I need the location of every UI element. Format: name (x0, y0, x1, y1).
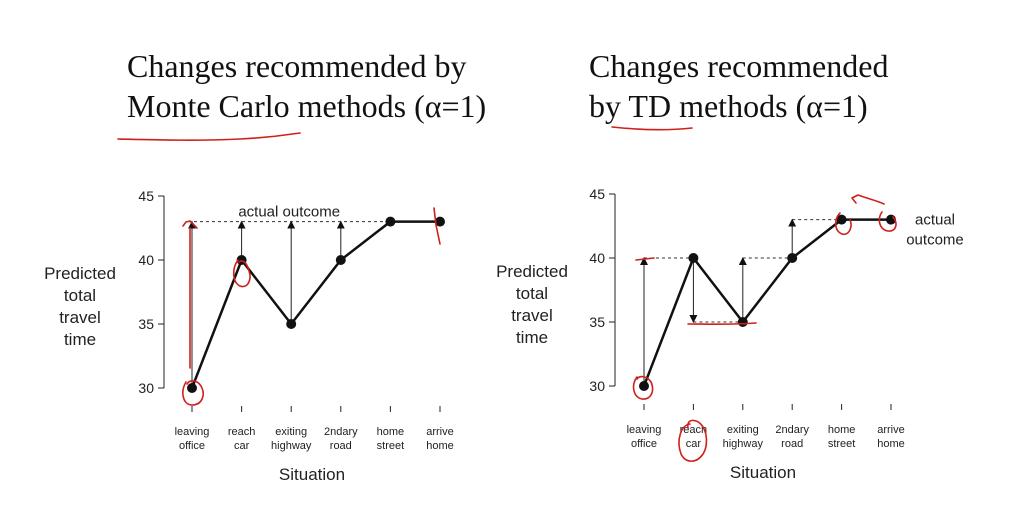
x-axis-label: Situation (279, 465, 345, 484)
x-tick-label: arrive (426, 426, 454, 438)
x-tick-label: road (781, 438, 803, 450)
x-tick-label: exiting (727, 424, 759, 436)
prediction-point (836, 214, 847, 225)
x-tick-label: exiting (275, 426, 307, 438)
x-tick-label: 2ndary (324, 426, 358, 438)
chart-title-td: Changes recommended by TD methods (α=1) (589, 46, 888, 126)
x-tick-label: home (877, 438, 905, 450)
y-tick-label: 30 (589, 378, 605, 394)
prediction-series-line (190, 220, 440, 389)
y-axis-label: time (516, 328, 548, 347)
x-tick-label: office (631, 438, 657, 450)
circle-mark (834, 212, 852, 236)
y-axis-label: time (64, 330, 96, 349)
y-tick-label: 40 (138, 252, 154, 268)
x-tick-label: leaving (175, 426, 210, 438)
pen-stroke (635, 257, 655, 261)
prediction-point (435, 216, 445, 227)
x-tick-label: street (828, 438, 856, 450)
x-tick-label: 2ndary (775, 424, 809, 436)
underline-stroke (611, 126, 693, 131)
actual-outcome-label: actual outcome (238, 204, 340, 221)
circle-mark (878, 211, 897, 232)
y-axis-label: Predicted (496, 262, 568, 281)
x-tick-label: car (234, 440, 250, 452)
x-tick-label: home (377, 426, 405, 438)
pen-stroke (433, 207, 441, 245)
x-tick-label: highway (271, 440, 312, 452)
y-axis-label: Predicted (44, 264, 116, 283)
x-tick-label: street (377, 440, 405, 452)
x-tick-label: car (686, 438, 702, 450)
x-tick-label: reach (680, 424, 708, 436)
x-tick-label: leaving (627, 424, 662, 436)
y-axis-label: total (64, 286, 96, 305)
y-tick-label: 40 (589, 250, 605, 266)
x-tick-label: office (179, 440, 205, 452)
pen-stroke (687, 322, 757, 326)
actual-outcome-label: actual (915, 212, 955, 229)
y-tick-label: 35 (589, 314, 605, 330)
prediction-point (787, 253, 798, 263)
prediction-point (385, 216, 396, 227)
x-tick-label: home (426, 440, 454, 452)
chart-title-line-1: Changes recommended (589, 48, 889, 84)
x-tick-label: home (828, 424, 856, 436)
prediction-point (688, 253, 699, 263)
chart-title-line-2: by TD methods (α=1) (589, 88, 868, 124)
x-tick-label: reach (228, 426, 256, 438)
y-axis-label: travel (511, 306, 553, 325)
circle-mark (232, 259, 251, 288)
prediction-point (335, 255, 346, 265)
prediction-point (639, 381, 649, 391)
y-axis-label: travel (59, 308, 101, 327)
chart-title-line-2: Monte Carlo methods (α=1) (127, 88, 487, 124)
underline-stroke (117, 132, 301, 141)
y-axis-label: total (516, 284, 548, 303)
x-axis-label: Situation (730, 463, 796, 482)
x-tick-label: highway (723, 438, 764, 450)
circle-mark (182, 380, 204, 406)
y-tick-label: 45 (138, 188, 154, 204)
y-tick-label: 45 (589, 186, 605, 202)
circle-mark (678, 419, 708, 462)
chart-title-line-1: Changes recommended by (127, 48, 467, 84)
y-tick-label: 30 (138, 380, 154, 396)
actual-outcome-label: outcome (906, 232, 964, 249)
circle-mark (632, 375, 654, 400)
prediction-point (286, 319, 297, 329)
prediction-point (187, 383, 197, 393)
pen-stroke (182, 220, 198, 229)
x-tick-label: arrive (877, 424, 905, 436)
pen-stroke (851, 194, 885, 205)
chart-title-monte-carlo: Changes recommended by Monte Carlo metho… (127, 46, 486, 126)
x-tick-label: road (330, 440, 352, 452)
y-tick-label: 35 (138, 316, 154, 332)
